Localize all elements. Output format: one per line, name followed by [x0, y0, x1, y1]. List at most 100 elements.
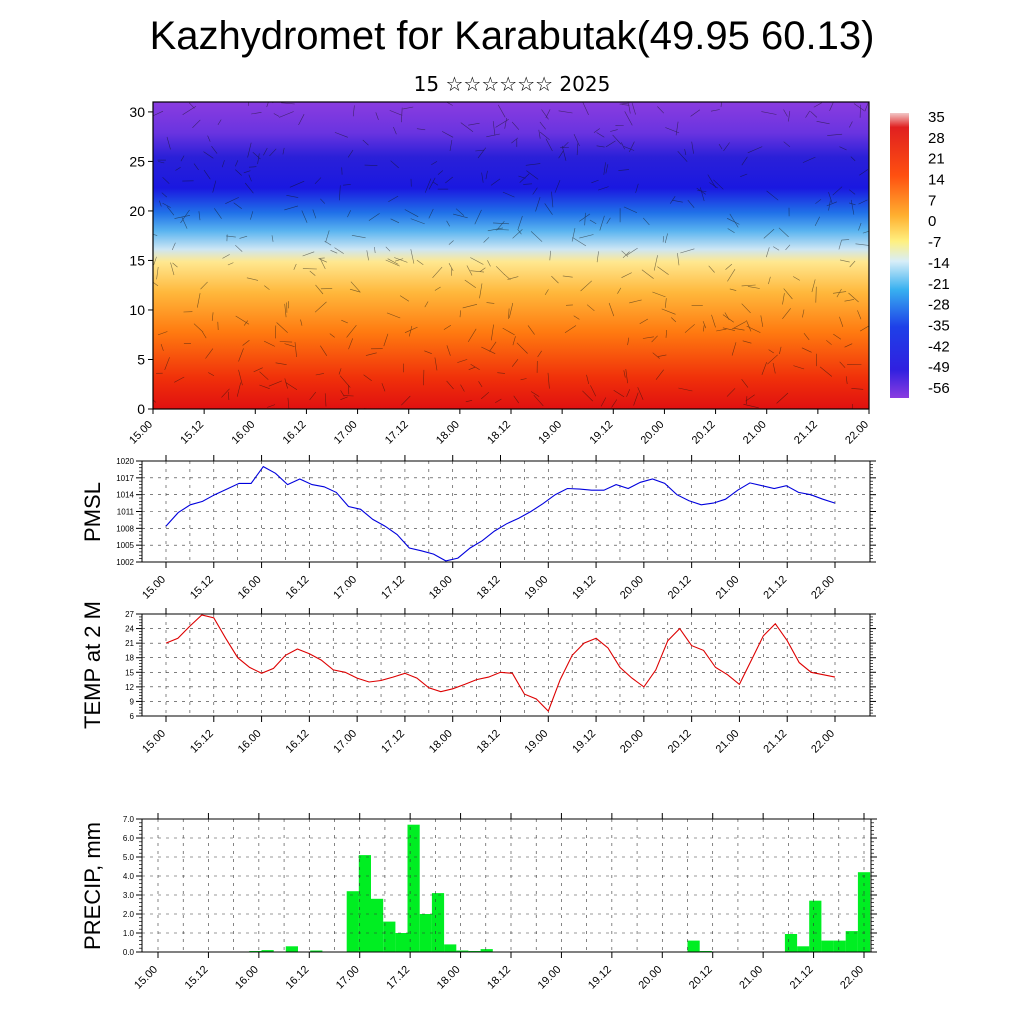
colorbar-label: 0	[928, 213, 936, 230]
streamline	[487, 227, 504, 232]
streamline	[657, 354, 667, 357]
streamline	[710, 109, 720, 112]
streamline	[572, 237, 587, 247]
plot-frame	[141, 818, 872, 953]
streamline	[460, 384, 465, 392]
streamline	[281, 102, 295, 105]
streamline	[349, 288, 361, 293]
streamline	[385, 246, 391, 252]
streamline	[716, 328, 727, 332]
x-tick-label: 21.00	[714, 574, 742, 602]
x-tick-label: 20.12	[690, 419, 718, 447]
streamline	[702, 321, 707, 329]
streamline	[530, 391, 540, 397]
streamline	[329, 333, 335, 338]
streamline	[691, 141, 694, 154]
streamline	[481, 172, 484, 183]
streamline	[642, 217, 650, 226]
y-tick-label: 5	[137, 351, 145, 367]
streamline	[576, 143, 579, 156]
streamline	[785, 244, 791, 251]
streamline	[596, 145, 605, 148]
y-tick-label: 27	[125, 610, 134, 619]
streamline	[732, 321, 747, 330]
streamline	[174, 215, 191, 219]
streamline	[782, 308, 791, 319]
streamline	[819, 366, 833, 377]
streamline	[558, 150, 564, 159]
streamline	[162, 177, 170, 184]
streamline	[243, 170, 251, 174]
streamline	[586, 374, 589, 384]
colorbar-label: -35	[928, 317, 950, 334]
streamline	[259, 371, 269, 380]
page-title: Kazhydromet for Karabutak(49.95 60.13)	[149, 14, 875, 58]
streamline	[468, 366, 476, 370]
streamline	[228, 391, 230, 401]
streamline	[851, 388, 864, 390]
streamline	[263, 147, 268, 156]
streamline	[802, 156, 816, 163]
colorbar-label: -7	[928, 234, 941, 251]
streamline	[741, 284, 756, 287]
streamline	[470, 363, 480, 371]
streamline	[263, 340, 275, 347]
x-tick-label: 20.12	[666, 574, 694, 602]
streamline	[788, 111, 791, 122]
streamline	[526, 170, 539, 180]
x-tick-label: 21.12	[788, 964, 816, 992]
streamline	[403, 106, 414, 110]
y-tick-label: 1002	[116, 558, 134, 567]
streamline	[801, 347, 812, 353]
streamline	[657, 106, 665, 114]
streamline	[170, 262, 175, 276]
precip-bar	[480, 949, 493, 952]
streamline	[153, 256, 157, 266]
streamline	[626, 247, 638, 256]
streamline	[449, 139, 453, 152]
streamline	[761, 111, 777, 115]
streamline	[457, 359, 468, 363]
streamline	[608, 302, 615, 317]
streamline	[811, 279, 816, 293]
streamline	[350, 281, 360, 292]
x-tick-label: 18.00	[427, 728, 455, 756]
streamline	[432, 181, 439, 186]
streamline	[200, 281, 208, 290]
streamline	[180, 155, 185, 162]
streamline	[294, 342, 297, 358]
streamline	[164, 357, 170, 371]
streamline	[637, 387, 644, 400]
streamline	[486, 133, 500, 138]
streamline	[496, 221, 505, 231]
streamline	[203, 151, 214, 159]
streamline	[665, 298, 667, 308]
streamline	[793, 276, 800, 281]
streamline	[709, 182, 718, 189]
streamline	[462, 304, 478, 309]
streamline	[238, 369, 243, 386]
streamline	[408, 325, 413, 337]
y-tick-label: 6	[130, 712, 135, 721]
streamline	[545, 138, 553, 152]
streamline	[844, 299, 855, 302]
streamline	[495, 266, 505, 276]
streamline	[624, 111, 633, 126]
streamline	[246, 277, 259, 281]
grid	[142, 613, 870, 717]
streamline	[434, 286, 441, 291]
streamline	[729, 213, 739, 228]
y-tick-label: 1005	[116, 541, 134, 550]
streamline	[445, 176, 453, 184]
precip-bar	[358, 855, 371, 952]
streamline	[298, 114, 305, 126]
streamline	[746, 320, 752, 332]
streamline	[233, 202, 242, 210]
streamline	[309, 270, 316, 276]
streamline	[207, 135, 211, 142]
streamline	[490, 178, 501, 186]
precip-bar	[261, 950, 274, 952]
streamline	[174, 376, 185, 383]
streamline	[708, 265, 715, 273]
temperature-heatmap-panel: 0 5 10 15 20 25 30 15.00 15.12 16.00 16.12 17.00 17.…	[127, 101, 950, 447]
